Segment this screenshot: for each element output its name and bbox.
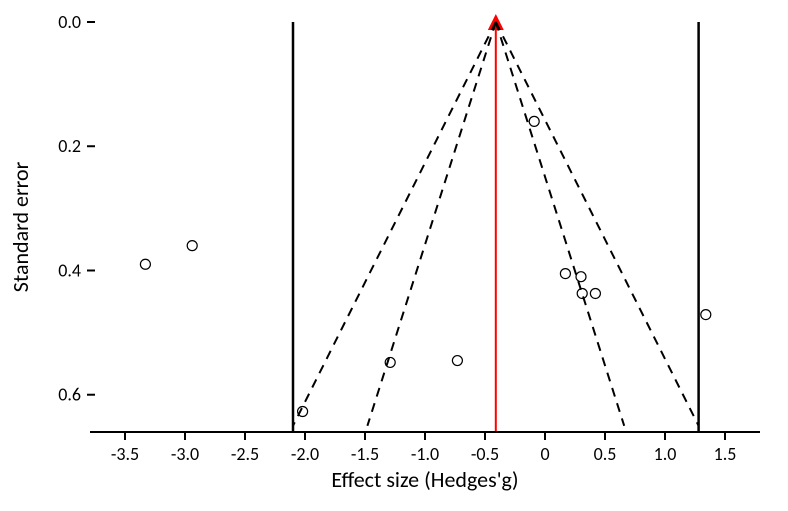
funnel-dashed-line — [496, 22, 699, 426]
data-point — [140, 259, 150, 269]
y-tick-label: 0.6 — [58, 384, 81, 406]
x-tick-label: -3.5 — [111, 443, 139, 465]
x-tick-label: -3.0 — [171, 443, 199, 465]
x-tick-label: 0.5 — [594, 443, 617, 465]
x-tick-label: -2.5 — [231, 443, 259, 465]
x-tick-label: 1.5 — [714, 443, 737, 465]
data-point — [590, 288, 600, 298]
data-point — [529, 116, 539, 126]
y-tick-label: 0.4 — [58, 259, 81, 281]
x-tick-label: 0 — [540, 443, 549, 465]
data-point — [187, 241, 197, 251]
y-tick-label: 0.2 — [58, 135, 81, 157]
data-point — [701, 310, 711, 320]
funnel-dashed-line — [496, 22, 624, 426]
funnel-plot-svg: -3.5 -3.0 -2.5 -2.0 -1.5 -1.0 -0.5 0 0.5 1.0 1.5 0.… — [0, 0, 788, 511]
data-point — [576, 272, 586, 282]
x-axis-label: Effect size (Hedges'g) — [331, 466, 518, 493]
funnel-plot: -3.5 -3.0 -2.5 -2.0 -1.5 -1.0 -0.5 0 0.5 1.0 1.5 0.… — [0, 0, 788, 511]
x-tick-label: -2.0 — [291, 443, 319, 465]
data-point — [452, 356, 462, 366]
x-tick-label: 1.0 — [654, 443, 677, 465]
y-tick-label: 0.0 — [58, 11, 81, 33]
x-tick-label: -1.0 — [411, 443, 439, 465]
x-tick-label: -1.5 — [351, 443, 379, 465]
x-tick-label: -0.5 — [471, 443, 499, 465]
data-point — [560, 269, 570, 279]
y-axis-label: Standard error — [7, 161, 34, 292]
